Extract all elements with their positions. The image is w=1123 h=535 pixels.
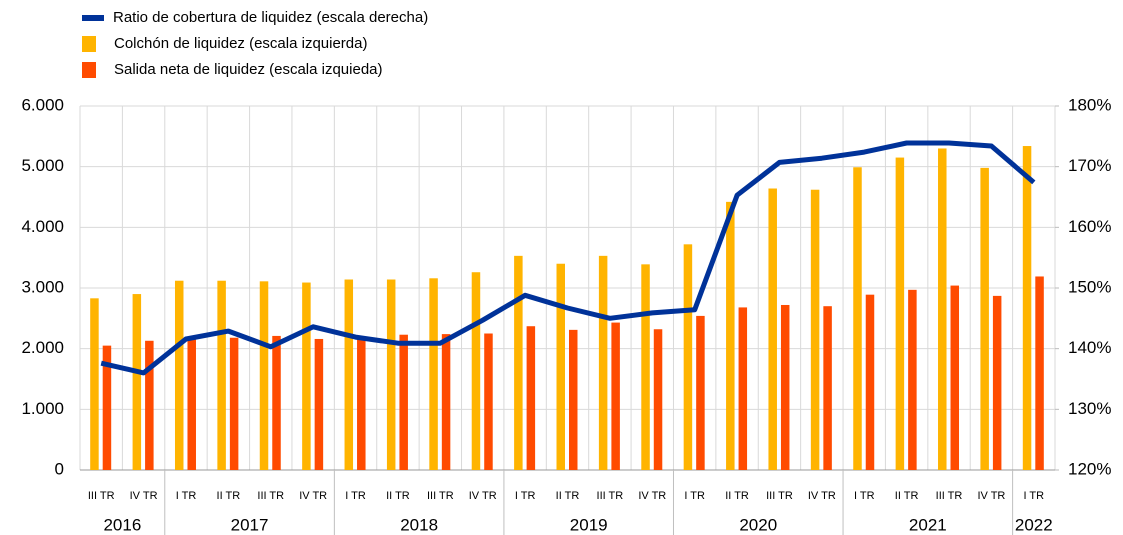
y-tick-label: 5.000: [21, 156, 64, 175]
bar: [810, 189, 820, 470]
x-group-label: 2021: [909, 515, 947, 534]
bar: [357, 338, 366, 470]
bar: [514, 255, 523, 470]
bar: [217, 280, 226, 470]
bar: [314, 338, 324, 470]
y-tick-label: 4.000: [21, 217, 64, 236]
x-tick-label: III TR: [936, 490, 963, 502]
bar: [1035, 276, 1044, 470]
y2-tick-label: 130%: [1068, 399, 1111, 418]
y-tick-label: 1.000: [21, 399, 64, 418]
legend-swatch: [82, 62, 96, 78]
bar: [259, 281, 269, 470]
bar: [696, 315, 705, 470]
bar: [992, 295, 1002, 470]
x-tick-label: II TR: [895, 490, 919, 502]
legend-label: Colchón de liquidez (escala izquierda): [114, 35, 367, 52]
x-tick-label: III TR: [597, 490, 624, 502]
x-tick-label: IV TR: [130, 490, 158, 502]
bar: [865, 294, 875, 470]
x-tick-label: IV TR: [469, 490, 497, 502]
bar: [569, 329, 578, 470]
bar: [980, 167, 989, 470]
y-tick-label: 3.000: [21, 277, 64, 296]
y2-tick-label: 150%: [1068, 277, 1111, 296]
x-tick-label: I TR: [684, 490, 705, 502]
x-group-label: 2019: [570, 515, 608, 534]
bar: [90, 298, 99, 470]
legend-label: Ratio de cobertura de liquidez (escala d…: [113, 9, 428, 26]
bar: [229, 337, 239, 470]
bar: [386, 279, 396, 470]
x-tick-label: I TR: [345, 490, 366, 502]
y-tick-label: 0: [55, 459, 64, 478]
x-tick-label: III TR: [257, 490, 284, 502]
x-tick-label: III TR: [88, 490, 115, 502]
x-tick-label: IV TR: [638, 490, 666, 502]
x-tick-label: II TR: [386, 490, 410, 502]
bar: [132, 294, 142, 470]
x-tick-label: IV TR: [299, 490, 327, 502]
x-tick-label: I TR: [854, 490, 875, 502]
y2-tick-label: 180%: [1068, 95, 1111, 114]
bar: [1022, 146, 1032, 471]
y-tick-label: 2.000: [21, 338, 64, 357]
bar: [726, 201, 735, 470]
bar: [302, 282, 311, 470]
bar: [471, 272, 481, 470]
bar: [484, 333, 493, 470]
bar: [102, 345, 112, 470]
legend-swatch: [82, 36, 96, 52]
x-tick-label: II TR: [556, 490, 580, 502]
bar: [823, 306, 832, 470]
y-tick-label: 6.000: [21, 95, 64, 114]
bar: [653, 329, 663, 470]
x-tick-label: III TR: [766, 490, 793, 502]
legend-label: Salida neta de liquidez (escala izquieda…: [114, 61, 383, 78]
bar: [344, 279, 354, 470]
bar: [145, 340, 154, 470]
x-tick-label: III TR: [427, 490, 454, 502]
bar: [641, 264, 650, 470]
x-tick-label: I TR: [1024, 490, 1045, 502]
x-tick-label: I TR: [515, 490, 536, 502]
x-tick-label: II TR: [725, 490, 749, 502]
bar: [950, 285, 960, 470]
bar: [272, 335, 281, 470]
bar: [853, 167, 862, 471]
bar: [598, 255, 608, 470]
y2-tick-label: 120%: [1068, 459, 1111, 478]
x-group-label: 2018: [400, 515, 438, 534]
y2-tick-label: 140%: [1068, 338, 1111, 357]
legend-swatch: [82, 15, 104, 21]
bar: [556, 263, 565, 470]
y2-tick-label: 160%: [1068, 217, 1111, 236]
bar: [187, 337, 196, 470]
bar: [399, 334, 408, 470]
x-group-label: 2017: [231, 515, 269, 534]
x-tick-label: IV TR: [977, 490, 1005, 502]
bar: [895, 157, 905, 471]
bar: [738, 307, 748, 470]
bar: [780, 304, 790, 470]
bar: [429, 278, 438, 470]
y2-tick-label: 170%: [1068, 156, 1111, 175]
x-group-label: 2020: [739, 515, 777, 534]
x-tick-label: I TR: [176, 490, 197, 502]
bar: [441, 334, 451, 470]
line: [100, 140, 1036, 376]
bar: [174, 280, 184, 470]
bar: [938, 148, 947, 470]
bar: [526, 326, 536, 470]
bar: [611, 322, 620, 470]
x-group-label: 2016: [103, 515, 141, 534]
x-group-label: 2022: [1015, 515, 1053, 534]
bar: [908, 289, 917, 470]
bar: [683, 244, 693, 470]
x-tick-label: IV TR: [808, 490, 836, 502]
bar: [768, 188, 777, 471]
x-tick-label: II TR: [217, 490, 241, 502]
